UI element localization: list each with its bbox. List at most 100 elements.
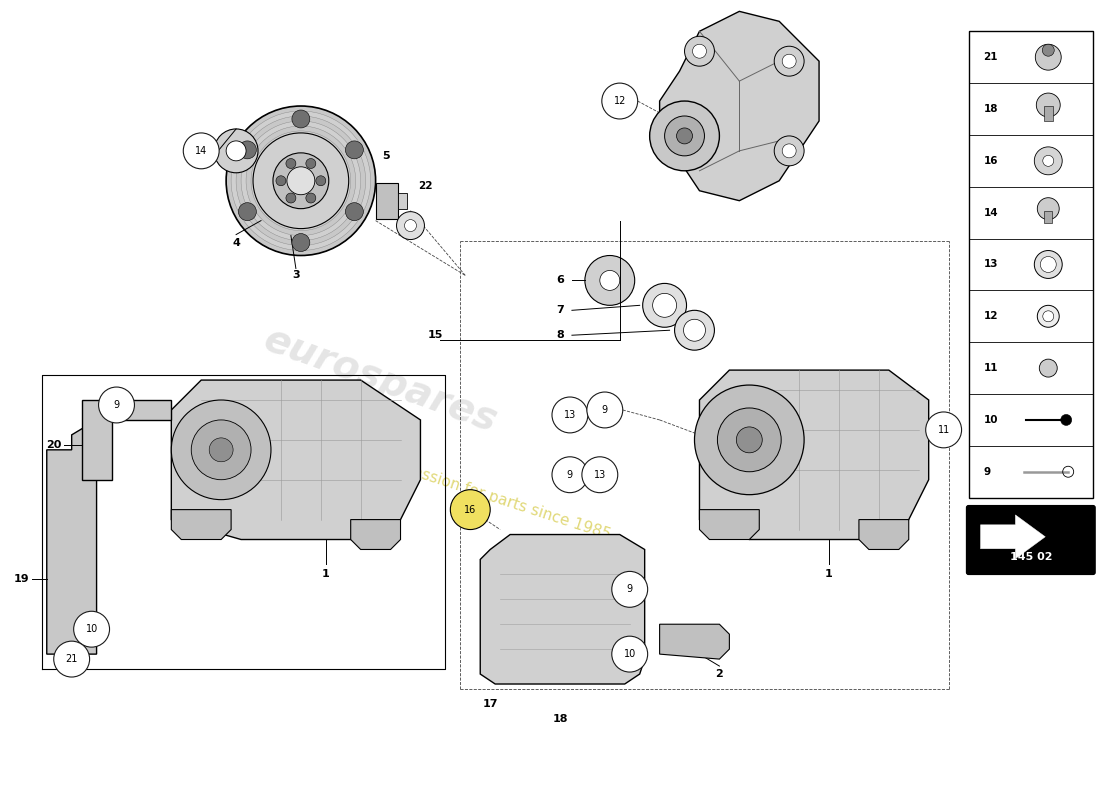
Circle shape: [1034, 250, 1063, 278]
Circle shape: [273, 153, 329, 209]
Text: a passion for parts since 1985: a passion for parts since 1985: [388, 457, 613, 542]
Circle shape: [396, 212, 425, 239]
Circle shape: [239, 202, 256, 221]
Circle shape: [642, 283, 686, 327]
Circle shape: [683, 319, 705, 342]
Circle shape: [450, 490, 491, 530]
Text: 3: 3: [293, 270, 299, 281]
Circle shape: [214, 129, 258, 173]
Circle shape: [1036, 93, 1060, 117]
Text: 17: 17: [483, 699, 498, 709]
Text: 13: 13: [983, 259, 998, 270]
Text: 20: 20: [46, 440, 62, 450]
Text: 8: 8: [557, 330, 564, 340]
Circle shape: [227, 106, 375, 255]
Circle shape: [1035, 44, 1062, 70]
Circle shape: [612, 571, 648, 607]
Circle shape: [612, 636, 648, 672]
Text: 9: 9: [566, 470, 573, 480]
Text: 7: 7: [557, 306, 564, 315]
Circle shape: [774, 136, 804, 166]
Text: 11: 11: [937, 425, 949, 435]
Polygon shape: [660, 11, 820, 201]
Text: 6: 6: [556, 275, 564, 286]
Text: 9: 9: [113, 400, 120, 410]
Circle shape: [736, 427, 762, 453]
Polygon shape: [700, 370, 928, 539]
Circle shape: [1043, 311, 1054, 322]
Text: 21: 21: [983, 52, 998, 62]
Text: 4: 4: [232, 238, 240, 247]
Text: 14: 14: [983, 208, 998, 218]
Circle shape: [246, 126, 355, 235]
Text: 19: 19: [14, 574, 30, 584]
Circle shape: [287, 167, 315, 194]
Circle shape: [227, 141, 246, 161]
Polygon shape: [660, 624, 729, 659]
Circle shape: [405, 220, 417, 231]
Circle shape: [1037, 306, 1059, 327]
Polygon shape: [700, 510, 759, 539]
Text: 10: 10: [624, 649, 636, 659]
Circle shape: [652, 294, 676, 318]
FancyBboxPatch shape: [967, 506, 1096, 574]
Circle shape: [345, 141, 363, 159]
Bar: [1044, 210, 1053, 222]
Text: 18: 18: [983, 104, 998, 114]
Circle shape: [674, 310, 714, 350]
Circle shape: [241, 121, 361, 241]
Polygon shape: [980, 515, 1045, 558]
Text: 21: 21: [66, 654, 78, 664]
Text: 9: 9: [983, 466, 991, 477]
Circle shape: [774, 46, 804, 76]
Text: 16: 16: [464, 505, 476, 514]
Circle shape: [587, 392, 623, 428]
Circle shape: [231, 111, 371, 250]
Circle shape: [74, 611, 110, 647]
Circle shape: [1043, 155, 1054, 166]
Circle shape: [684, 36, 714, 66]
Circle shape: [316, 176, 326, 186]
Circle shape: [1043, 44, 1054, 56]
Circle shape: [664, 116, 704, 156]
Circle shape: [676, 128, 693, 144]
Bar: [397, 193, 407, 209]
Text: 15: 15: [428, 330, 443, 340]
Circle shape: [1041, 257, 1056, 273]
Polygon shape: [859, 519, 909, 550]
Circle shape: [209, 438, 233, 462]
Circle shape: [1034, 147, 1063, 174]
Circle shape: [717, 408, 781, 472]
Text: 12: 12: [614, 96, 626, 106]
Circle shape: [54, 641, 89, 677]
Circle shape: [1037, 198, 1059, 220]
Text: 145 02: 145 02: [1010, 553, 1052, 562]
Circle shape: [926, 412, 961, 448]
Circle shape: [1040, 359, 1057, 377]
Circle shape: [292, 110, 310, 128]
Circle shape: [286, 158, 296, 169]
Polygon shape: [481, 534, 645, 684]
Text: 18: 18: [552, 714, 568, 724]
Polygon shape: [81, 400, 172, 480]
Circle shape: [184, 133, 219, 169]
Text: 1: 1: [825, 570, 833, 579]
Circle shape: [239, 141, 256, 159]
Text: 22: 22: [418, 181, 432, 190]
Circle shape: [693, 44, 706, 58]
Text: 13: 13: [564, 410, 576, 420]
Text: 10: 10: [983, 415, 998, 425]
Circle shape: [782, 54, 796, 68]
Circle shape: [276, 176, 286, 186]
Bar: [968, 31, 1093, 498]
Circle shape: [236, 116, 365, 246]
Circle shape: [552, 457, 587, 493]
Circle shape: [286, 193, 296, 203]
Circle shape: [306, 158, 316, 169]
Text: 9: 9: [602, 405, 608, 415]
Bar: [1044, 106, 1053, 121]
Polygon shape: [172, 510, 231, 539]
Circle shape: [585, 255, 635, 306]
Circle shape: [172, 400, 271, 500]
Circle shape: [306, 193, 316, 203]
